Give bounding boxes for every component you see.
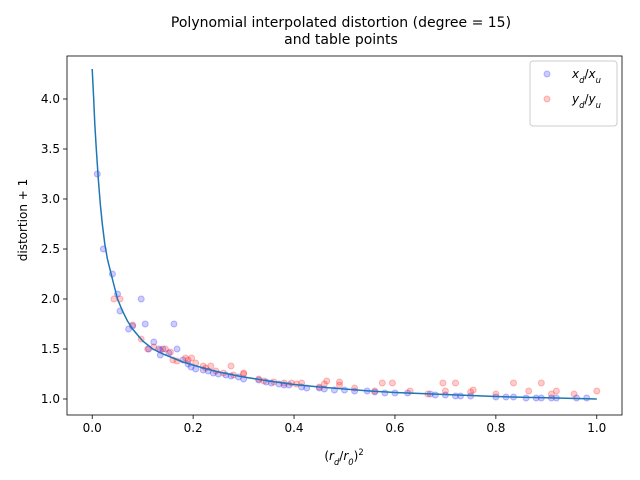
series-1-point-4	[144, 345, 152, 353]
series-1-point-43	[441, 387, 449, 395]
series-1-point-46	[469, 386, 477, 394]
series-0-point-16	[173, 345, 181, 353]
y-axis-label: distortion + 1	[16, 179, 30, 262]
series-1-point-33	[323, 377, 331, 385]
series-0-point-8	[141, 320, 149, 328]
y-tick-label: 4.0	[41, 92, 60, 106]
y-tick-label: 1.5	[41, 342, 60, 356]
series-0-point-44	[381, 389, 389, 397]
x-axis-label: (rd/r0)2	[324, 447, 363, 467]
series-0-point-15	[170, 320, 178, 328]
legend-marker	[543, 95, 551, 103]
series-1-point-17	[207, 362, 215, 370]
series-0-point-10	[150, 338, 158, 346]
legend: xd/xu yd/yu	[529, 60, 618, 127]
y-tick-label: 3.5	[41, 142, 60, 156]
series-1-point-11	[182, 354, 190, 362]
series-1-point-52	[552, 387, 560, 395]
x-tick-label: 0.8	[486, 421, 505, 435]
plot-area: 0.0 0.2 0.4 0.6 0.8 1.0 1.0 1.5 2.0 2.5 3.0 3.5 4.0	[41, 55, 623, 435]
chart-title-line-2: and table points	[284, 32, 398, 48]
x-tick-label: 0.4	[284, 421, 303, 435]
series-1-point-48	[510, 379, 517, 387]
series-1-point-0	[110, 295, 118, 303]
chart-title-line-1: Polynomial interpolated distortion (degr…	[171, 15, 511, 31]
series-1-point-42	[439, 379, 447, 387]
series-1-point-49	[525, 387, 533, 395]
legend-entry: yd/yu	[571, 92, 601, 110]
y-tick-label: 3.0	[41, 192, 60, 206]
series-1-point-39	[388, 379, 396, 387]
x-tick-label: 0.6	[385, 421, 404, 435]
chart-title: Polynomial interpolated distortion (degr…	[171, 15, 511, 48]
series-0-point-5	[125, 325, 133, 333]
legend-marker	[543, 70, 551, 78]
legend-box	[529, 60, 618, 127]
x-tick-label: 0.0	[83, 421, 102, 435]
series-0-point-40	[341, 386, 348, 394]
series-0-point-51	[457, 392, 464, 400]
series-1-point-22	[240, 369, 248, 377]
x-tick-label: 0.2	[184, 421, 203, 435]
series-1-point-53	[570, 390, 578, 398]
series-1-point-13	[188, 354, 196, 362]
series-0-point-13	[159, 345, 167, 353]
series-1-point-8	[166, 348, 174, 356]
series-1-point-7	[161, 345, 169, 353]
interpolation-curve	[91, 68, 597, 400]
series-1-point-54	[593, 387, 601, 395]
y-tick-label: 2.5	[41, 242, 60, 256]
series-1-point-44	[452, 379, 459, 387]
series-1-point-35	[336, 378, 343, 386]
y-tick-label: 1.0	[41, 392, 60, 406]
series-1-point-50	[537, 379, 545, 387]
series-0-point-48	[431, 391, 439, 399]
series-1-point-38	[378, 379, 386, 387]
y-tick-label: 2.0	[41, 292, 60, 306]
series-0-point-7	[137, 295, 145, 303]
legend-entry: xd/xu	[571, 67, 601, 85]
series-1-point-51	[547, 390, 555, 398]
x-tick-label: 1.0	[587, 421, 606, 435]
axes-frame	[66, 55, 623, 416]
series-1-point-20	[227, 362, 235, 370]
